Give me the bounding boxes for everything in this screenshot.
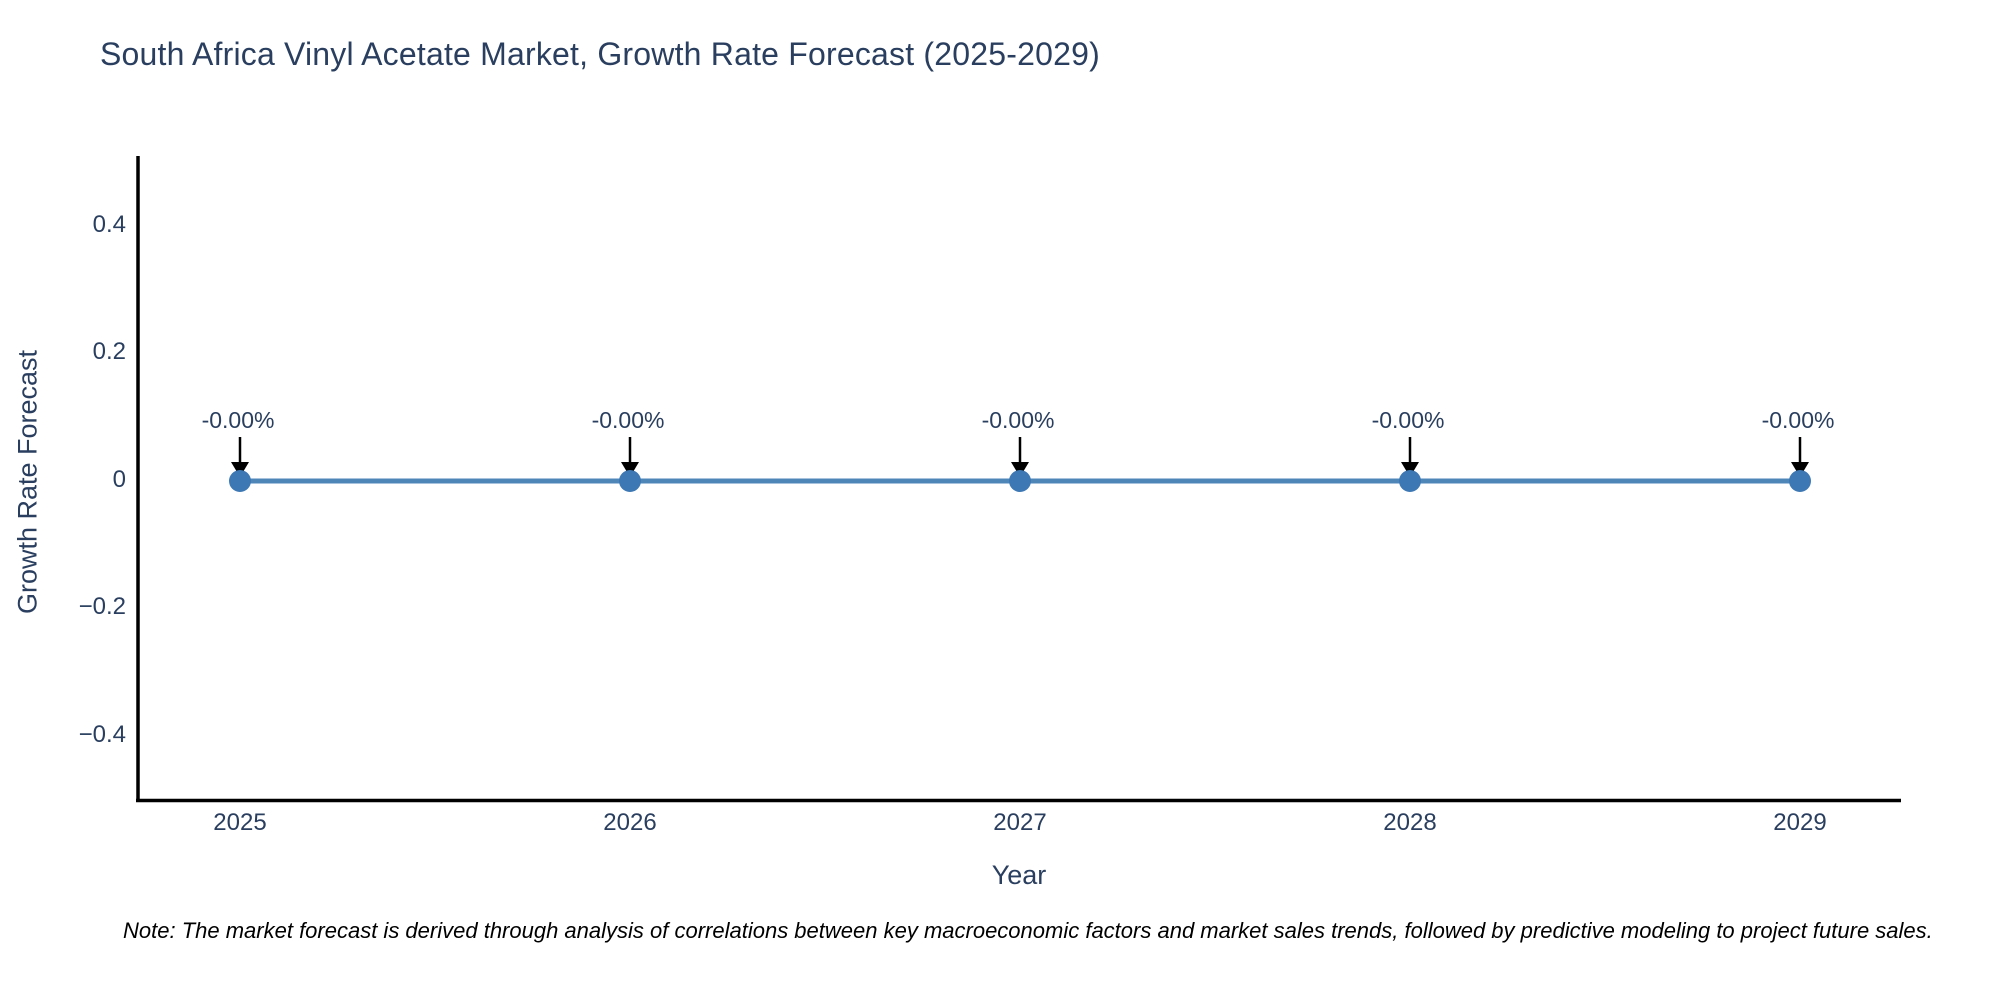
chart-title: South Africa Vinyl Acetate Market, Growt… (100, 36, 1100, 72)
x-tick-label: 2027 (993, 809, 1047, 836)
y-tick-label: 0.2 (92, 338, 126, 365)
y-tick-label: −0.4 (78, 721, 126, 748)
point-annotation-label: -0.00% (1761, 407, 1835, 433)
point-annotation-label: -0.00% (1371, 407, 1445, 433)
x-tick-label: 2026 (603, 809, 657, 836)
x-tick-label: 2025 (213, 809, 267, 836)
arrow-head-icon (621, 462, 639, 477)
annotation-arrow-2026 (621, 437, 639, 477)
arrow-head-icon (1401, 462, 1419, 477)
annotation-arrow-2028 (1401, 437, 1419, 477)
point-annotation-label: -0.00% (591, 407, 665, 433)
data-point-2027[interactable] (1009, 470, 1031, 492)
data-point-2026[interactable] (619, 470, 641, 492)
y-axis-title: Growth Rate Forecast (12, 349, 43, 615)
annotation-arrow-2029 (1791, 437, 1809, 477)
data-point-2025[interactable] (229, 470, 251, 492)
point-annotation-label: -0.00% (201, 407, 275, 433)
x-tick-label: 2029 (1773, 809, 1827, 836)
data-point-2029[interactable] (1789, 470, 1811, 492)
point-annotation-label: -0.00% (981, 407, 1055, 433)
data-point-2028[interactable] (1399, 470, 1421, 492)
annotation-arrow-2025 (231, 437, 249, 477)
x-tick-label: 2028 (1383, 809, 1437, 836)
y-tick-label: −0.2 (78, 593, 126, 620)
y-tick-label: 0.4 (92, 211, 126, 238)
footnote: Note: The market forecast is derived thr… (123, 918, 1933, 943)
arrow-head-icon (1791, 462, 1809, 477)
annotation-arrow-2027 (1011, 437, 1029, 477)
arrow-head-icon (231, 462, 249, 477)
y-tick-label: 0 (112, 466, 126, 493)
arrow-head-icon (1011, 462, 1029, 477)
x-axis-title: Year (991, 860, 1047, 890)
